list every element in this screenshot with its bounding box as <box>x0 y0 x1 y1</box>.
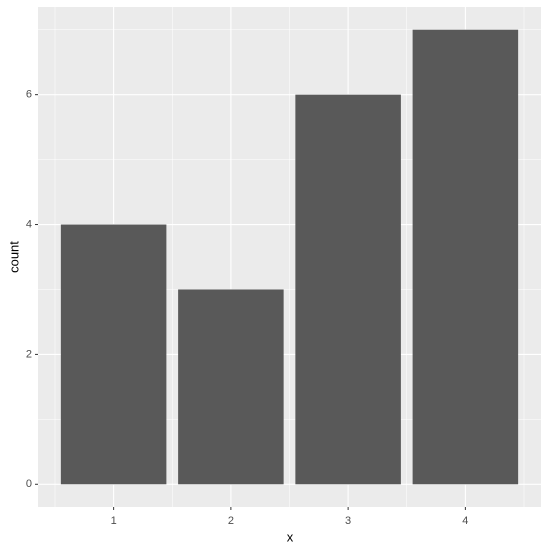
y-axis-title: count <box>6 241 21 273</box>
y-tick-label: 6 <box>26 89 32 101</box>
x-axis-title: x <box>287 529 294 544</box>
bar <box>60 224 167 485</box>
y-tick-label: 0 <box>26 478 32 490</box>
x-tick-label: 2 <box>228 515 234 527</box>
x-tick-label: 4 <box>462 515 468 527</box>
bar <box>412 29 519 485</box>
marks <box>60 29 519 485</box>
bar <box>295 94 401 485</box>
x-tick-label: 3 <box>345 515 351 527</box>
bar <box>178 289 284 485</box>
y-tick-label: 2 <box>26 348 32 360</box>
x-tick-label: 1 <box>111 515 117 527</box>
y-tick-label: 4 <box>26 218 32 230</box>
